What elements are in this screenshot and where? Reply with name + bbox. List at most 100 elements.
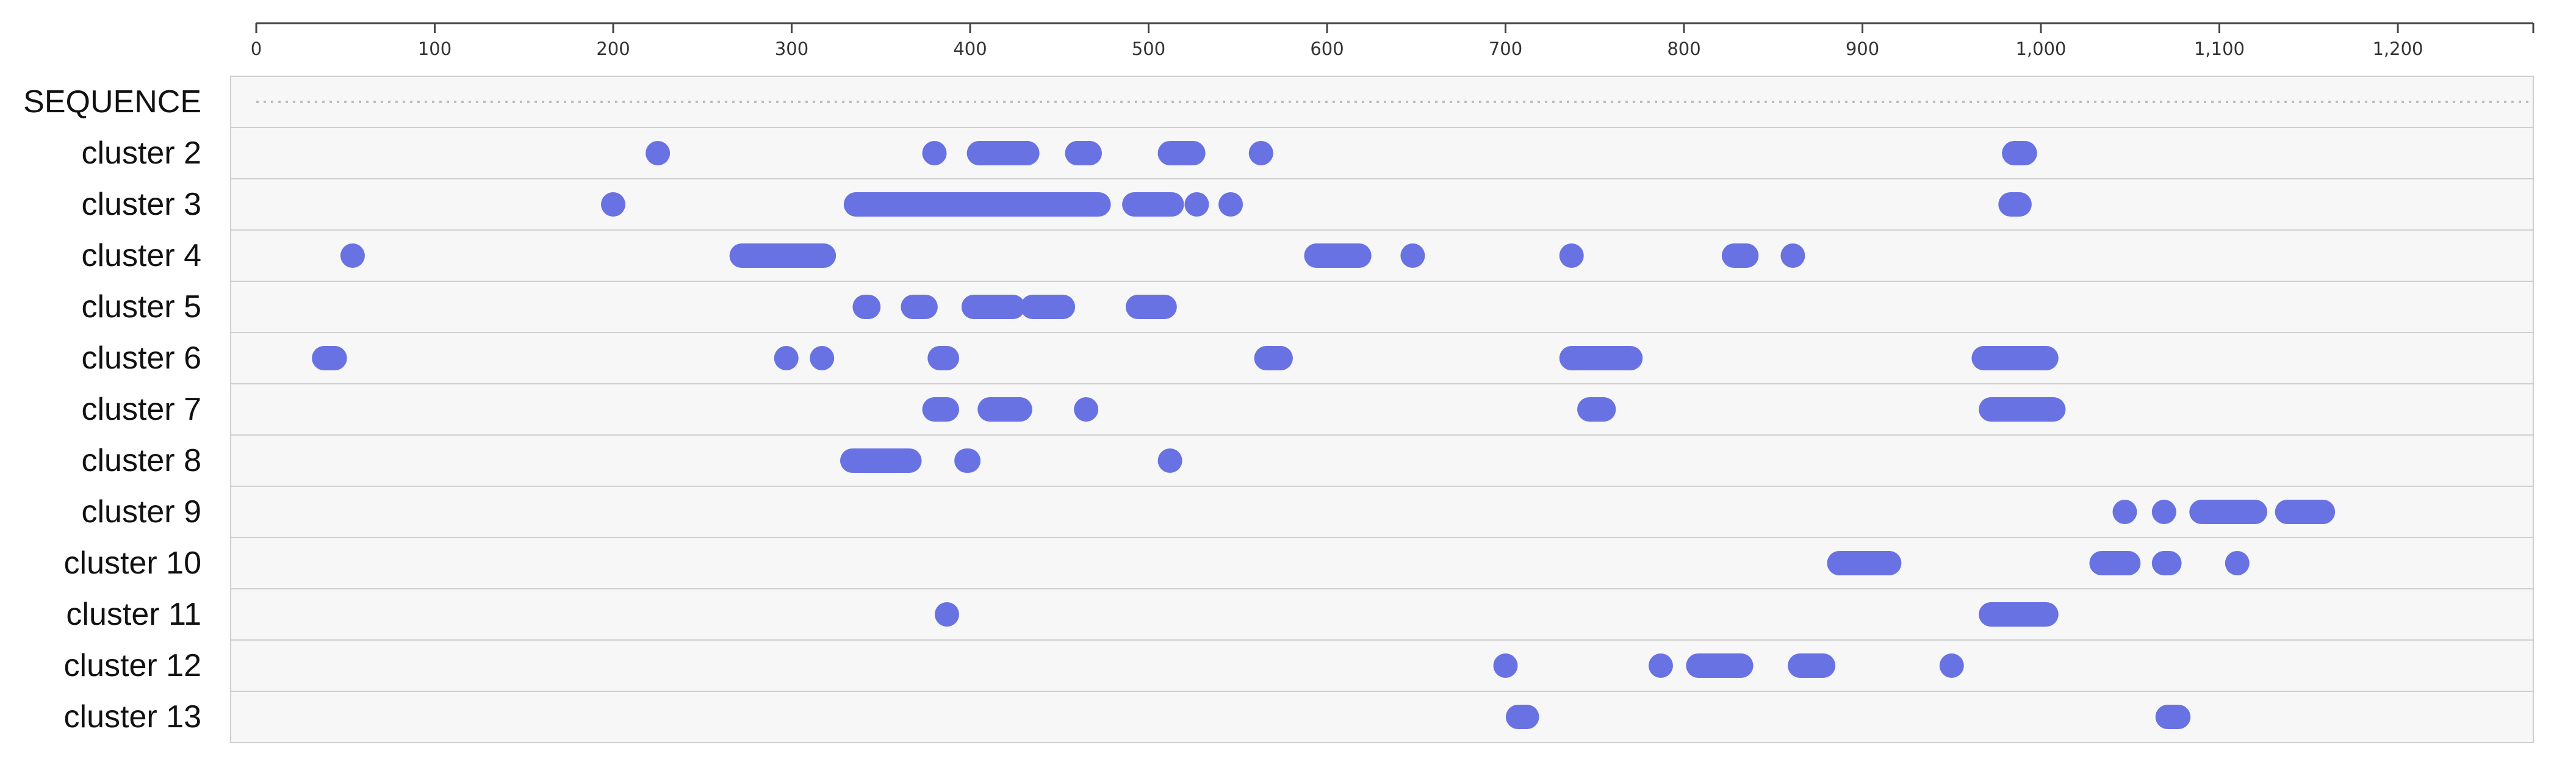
cluster-hit-mark bbox=[1400, 243, 1425, 268]
sequence-track bbox=[230, 76, 2534, 128]
cluster-hit-mark bbox=[840, 448, 922, 473]
cluster-hit-mark bbox=[2151, 500, 2176, 524]
x-tick-label: 400 bbox=[953, 38, 987, 59]
x-tick-label: 900 bbox=[1846, 38, 1879, 59]
cluster-hit-mark bbox=[2002, 141, 2037, 165]
x-tick-label: 1,100 bbox=[2194, 38, 2245, 59]
x-tick-label: 600 bbox=[1310, 38, 1344, 59]
row-labels: SEQUENCE cluster 2 cluster 3 cluster 4 clust… bbox=[23, 84, 201, 735]
cluster-track bbox=[230, 537, 2534, 589]
cluster-hit-mark bbox=[1505, 705, 1539, 729]
cluster-hit-mark bbox=[2189, 500, 2267, 524]
cluster-hit-mark bbox=[312, 346, 347, 370]
cluster-hit-mark bbox=[1559, 346, 1643, 370]
cluster-hit-mark bbox=[843, 192, 1111, 217]
cluster-hit-mark bbox=[927, 346, 959, 370]
cluster-hit-mark bbox=[2151, 551, 2182, 575]
cluster-hit-mark bbox=[852, 295, 881, 319]
cluster-hit-mark bbox=[1065, 141, 1102, 165]
sequence-label: SEQUENCE bbox=[23, 84, 201, 120]
cluster-label: cluster 11 bbox=[66, 597, 201, 632]
cluster-marks bbox=[256, 101, 2532, 729]
cluster-hit-mark bbox=[966, 141, 1040, 165]
cluster-track bbox=[230, 127, 2534, 179]
cluster-hit-mark bbox=[340, 243, 365, 268]
cluster-hit-mark bbox=[1125, 295, 1177, 319]
cluster-hit-mark bbox=[1577, 397, 1616, 422]
cluster-hit-mark bbox=[1184, 192, 1209, 217]
cluster-hit-mark bbox=[2089, 551, 2141, 575]
cluster-track bbox=[230, 486, 2534, 538]
cluster-track bbox=[230, 434, 2534, 487]
x-tick-label: 300 bbox=[775, 38, 808, 59]
x-tick-label: 100 bbox=[418, 38, 452, 59]
cluster-track bbox=[230, 639, 2534, 692]
cluster-label: cluster 8 bbox=[81, 443, 201, 478]
cluster-hit-mark bbox=[729, 243, 836, 268]
cluster-track bbox=[230, 178, 2534, 231]
x-tick-label: 800 bbox=[1667, 38, 1700, 59]
cluster-hit-mark bbox=[2112, 500, 2137, 524]
cluster-label: cluster 13 bbox=[64, 699, 201, 735]
x-axis: 0 100 200 300 400 500 600 700 800 900 1,000 1,100 1,… bbox=[251, 22, 2535, 59]
cluster-hit-mark bbox=[2155, 705, 2191, 729]
cluster-label: cluster 6 bbox=[81, 340, 201, 376]
cluster-hit-mark bbox=[1122, 192, 1184, 217]
cluster-track bbox=[230, 229, 2534, 282]
cluster-hit-mark bbox=[1218, 192, 1243, 217]
cluster-hit-mark bbox=[1157, 141, 1206, 165]
cluster-hit-mark bbox=[646, 141, 671, 165]
cluster-label: cluster 3 bbox=[81, 187, 201, 222]
cluster-label: cluster 12 bbox=[64, 648, 201, 683]
cluster-hit-mark bbox=[922, 397, 959, 422]
cluster-hit-mark bbox=[2225, 551, 2250, 575]
cluster-hit-mark bbox=[601, 192, 625, 217]
cluster-label: cluster 5 bbox=[81, 289, 201, 325]
cluster-hit-mark bbox=[901, 295, 938, 319]
cluster-hit-mark bbox=[1971, 346, 2059, 370]
cluster-hit-mark bbox=[1780, 243, 1805, 268]
cluster-hit-mark bbox=[1721, 243, 1759, 268]
x-tick-label: 1,200 bbox=[2372, 38, 2423, 59]
cluster-hit-mark bbox=[1559, 243, 1584, 268]
cluster-hit-mark bbox=[1020, 295, 1076, 319]
x-tick-label: 1,000 bbox=[2015, 38, 2066, 59]
cluster-track bbox=[230, 281, 2534, 333]
x-tick-label: 700 bbox=[1489, 38, 1522, 59]
cluster-hit-mark bbox=[922, 141, 947, 165]
x-tick-label: 200 bbox=[596, 38, 630, 59]
cluster-label: cluster 7 bbox=[81, 392, 201, 427]
cluster-hit-mark bbox=[774, 346, 799, 370]
cluster-hit-mark bbox=[1648, 653, 1673, 678]
cluster-hit-mark bbox=[934, 602, 959, 627]
cluster-hit-mark bbox=[2275, 500, 2336, 524]
cluster-track bbox=[230, 588, 2534, 641]
cluster-hit-mark bbox=[1939, 653, 1964, 678]
cluster-hit-mark bbox=[1979, 397, 2066, 422]
cluster-hit-mark bbox=[1157, 448, 1182, 473]
cluster-hit-mark bbox=[1998, 192, 2032, 217]
cluster-hit-mark bbox=[1493, 653, 1518, 678]
cluster-track bbox=[230, 383, 2534, 436]
cluster-hit-mark bbox=[1248, 141, 1273, 165]
cluster-hit-mark bbox=[1254, 346, 1293, 370]
cluster-label: cluster 2 bbox=[81, 135, 201, 171]
cluster-hit-mark bbox=[977, 397, 1032, 422]
cluster-hit-mark bbox=[810, 346, 835, 370]
cluster-hit-mark bbox=[1827, 551, 1902, 575]
x-tick-label: 500 bbox=[1132, 38, 1165, 59]
cluster-hit-mark bbox=[1074, 397, 1099, 422]
cluster-track bbox=[230, 332, 2534, 384]
cluster-hit-mark bbox=[961, 295, 1026, 319]
cluster-track bbox=[230, 691, 2534, 743]
cluster-label: cluster 10 bbox=[64, 545, 201, 581]
tracks bbox=[230, 76, 2534, 743]
x-tick-label: 0 bbox=[251, 38, 262, 59]
cluster-hit-mark bbox=[1304, 243, 1372, 268]
cluster-label: cluster 9 bbox=[81, 494, 201, 530]
cluster-label: cluster 4 bbox=[81, 238, 201, 273]
cluster-hit-mark bbox=[1788, 653, 1836, 678]
cluster-hit-mark bbox=[1686, 653, 1754, 678]
cluster-hit-mark bbox=[954, 448, 981, 473]
